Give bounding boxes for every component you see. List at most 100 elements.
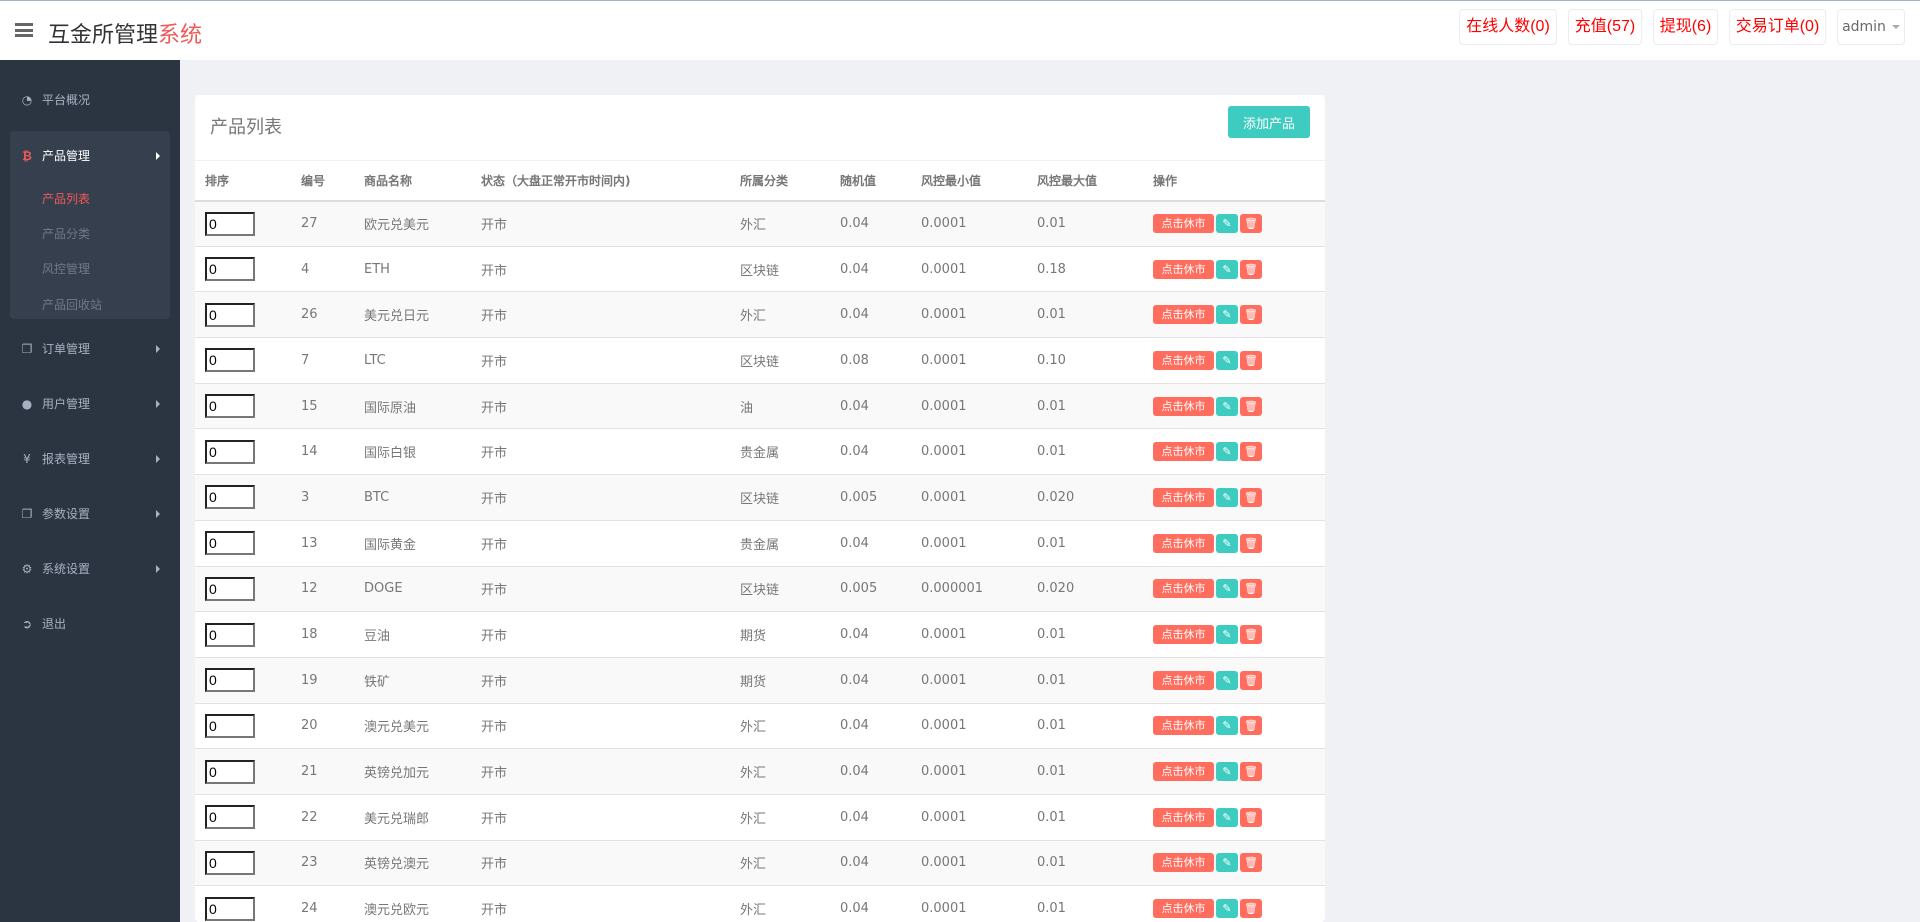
edit-pencil-icon[interactable]: ✎ bbox=[1216, 350, 1238, 370]
sort-input[interactable] bbox=[205, 439, 255, 464]
sidebar-item-reports[interactable]: ¥ 报表管理 bbox=[20, 449, 170, 469]
submenu-recycle-bin[interactable]: 产品回收站 bbox=[42, 298, 103, 312]
sort-input[interactable] bbox=[205, 713, 255, 738]
delete-trash-icon[interactable]: 🗑 bbox=[1240, 625, 1262, 645]
cell-cat: 外汇 bbox=[730, 703, 830, 750]
edit-pencil-icon[interactable]: ✎ bbox=[1216, 396, 1238, 416]
close-market-button[interactable]: 点击休市 bbox=[1153, 625, 1214, 645]
close-market-button[interactable]: 点击休市 bbox=[1153, 807, 1214, 827]
edit-pencil-icon[interactable]: ✎ bbox=[1216, 716, 1238, 736]
delete-trash-icon[interactable]: 🗑 bbox=[1240, 533, 1262, 553]
submenu-product-list[interactable]: 产品列表 bbox=[42, 192, 91, 206]
online-users-button[interactable]: 在线人数(0) bbox=[1459, 9, 1557, 45]
edit-pencil-icon[interactable]: ✎ bbox=[1216, 487, 1238, 507]
sort-input[interactable] bbox=[205, 896, 255, 921]
edit-pencil-icon[interactable]: ✎ bbox=[1216, 625, 1238, 645]
edit-pencil-icon[interactable]: ✎ bbox=[1216, 259, 1238, 279]
sidebar-item-system[interactable]: ⚙ 系统设置 bbox=[20, 559, 170, 579]
delete-trash-icon[interactable]: 🗑 bbox=[1240, 442, 1262, 462]
trade-orders-button[interactable]: 交易订单(0) bbox=[1729, 9, 1826, 45]
edit-pencil-icon[interactable]: ✎ bbox=[1216, 762, 1238, 782]
sort-input[interactable] bbox=[205, 668, 255, 693]
close-market-button[interactable]: 点击休市 bbox=[1153, 214, 1214, 234]
cell-rand: 0.04 bbox=[830, 840, 911, 887]
sidebar-item-overview[interactable]: ◔ 平台概况 bbox=[20, 90, 170, 110]
sort-input[interactable] bbox=[205, 531, 255, 556]
delete-trash-icon[interactable]: 🗑 bbox=[1240, 214, 1262, 234]
cell-rand: 0.04 bbox=[830, 748, 911, 795]
close-market-button[interactable]: 点击休市 bbox=[1153, 762, 1214, 782]
menu-toggle-icon[interactable] bbox=[15, 23, 33, 37]
sort-input[interactable] bbox=[205, 576, 255, 601]
edit-pencil-icon[interactable]: ✎ bbox=[1216, 305, 1238, 325]
edit-pencil-icon[interactable]: ✎ bbox=[1216, 533, 1238, 553]
close-market-button[interactable]: 点击休市 bbox=[1153, 259, 1214, 279]
close-market-button[interactable]: 点击休市 bbox=[1153, 442, 1214, 462]
close-market-button[interactable]: 点击休市 bbox=[1153, 579, 1214, 599]
cell-max: 0.01 bbox=[1027, 840, 1143, 887]
cell-id: 18 bbox=[291, 611, 354, 658]
cell-min: 0.0001 bbox=[911, 840, 1027, 887]
user-dropdown[interactable]: admin bbox=[1837, 9, 1905, 45]
sort-input[interactable] bbox=[205, 759, 255, 784]
cell-min: 0.000001 bbox=[911, 566, 1027, 613]
edit-pencil-icon[interactable]: ✎ bbox=[1216, 899, 1238, 919]
submenu-product-category[interactable]: 产品分类 bbox=[42, 227, 91, 241]
sidebar-item-logout[interactable]: ➲ 退出 bbox=[20, 614, 170, 634]
add-product-button[interactable]: 添加产品 bbox=[1228, 106, 1310, 138]
sidebar-item-params[interactable]: ❐ 参数设置 bbox=[20, 504, 170, 524]
sort-input[interactable] bbox=[205, 394, 255, 419]
sort-input[interactable] bbox=[205, 805, 255, 830]
cell-status: 开市 bbox=[471, 566, 730, 613]
column-header: 编号 bbox=[291, 160, 354, 202]
edit-pencil-icon[interactable]: ✎ bbox=[1216, 442, 1238, 462]
close-market-button[interactable]: 点击休市 bbox=[1153, 533, 1214, 553]
sort-input[interactable] bbox=[205, 257, 255, 282]
delete-trash-icon[interactable]: 🗑 bbox=[1240, 396, 1262, 416]
cell-name: ETH bbox=[354, 246, 471, 293]
close-market-button[interactable]: 点击休市 bbox=[1153, 853, 1214, 873]
delete-trash-icon[interactable]: 🗑 bbox=[1240, 305, 1262, 325]
close-market-button[interactable]: 点击休市 bbox=[1153, 716, 1214, 736]
delete-trash-icon[interactable]: 🗑 bbox=[1240, 487, 1262, 507]
close-market-button[interactable]: 点击休市 bbox=[1153, 670, 1214, 690]
sort-input[interactable] bbox=[205, 622, 255, 647]
edit-pencil-icon[interactable]: ✎ bbox=[1216, 579, 1238, 599]
close-market-button[interactable]: 点击休市 bbox=[1153, 899, 1214, 919]
actions-cell: 点击休市 ✎ 🗑 bbox=[1143, 291, 1325, 339]
cell-status: 开市 bbox=[471, 657, 730, 704]
sidebar-item-products[interactable]: ₿ 产品管理 bbox=[20, 146, 170, 166]
edit-pencil-icon[interactable]: ✎ bbox=[1216, 214, 1238, 234]
sort-input[interactable] bbox=[205, 302, 255, 327]
delete-trash-icon[interactable]: 🗑 bbox=[1240, 579, 1262, 599]
delete-trash-icon[interactable]: 🗑 bbox=[1240, 807, 1262, 827]
edit-pencil-icon[interactable]: ✎ bbox=[1216, 807, 1238, 827]
sort-input[interactable] bbox=[205, 348, 255, 373]
cell-max: 0.01 bbox=[1027, 748, 1143, 795]
close-market-button[interactable]: 点击休市 bbox=[1153, 305, 1214, 325]
close-market-button[interactable]: 点击休市 bbox=[1153, 350, 1214, 370]
close-market-button[interactable]: 点击休市 bbox=[1153, 487, 1214, 507]
delete-trash-icon[interactable]: 🗑 bbox=[1240, 670, 1262, 690]
withdraw-button[interactable]: 提现(6) bbox=[1653, 9, 1718, 45]
submenu-risk-control[interactable]: 风控管理 bbox=[42, 262, 91, 276]
delete-trash-icon[interactable]: 🗑 bbox=[1240, 853, 1262, 873]
close-market-button[interactable]: 点击休市 bbox=[1153, 396, 1214, 416]
delete-trash-icon[interactable]: 🗑 bbox=[1240, 762, 1262, 782]
sort-input[interactable] bbox=[205, 485, 255, 510]
caret-down-icon bbox=[1891, 25, 1900, 29]
delete-trash-icon[interactable]: 🗑 bbox=[1240, 899, 1262, 919]
sidebar-item-orders[interactable]: ❐ 订单管理 bbox=[20, 339, 170, 359]
sort-input[interactable] bbox=[205, 211, 255, 236]
cell-cat: 区块链 bbox=[730, 337, 830, 384]
recharge-button[interactable]: 充值(57) bbox=[1568, 9, 1642, 45]
edit-pencil-icon[interactable]: ✎ bbox=[1216, 670, 1238, 690]
sidebar-item-users[interactable]: ● 用户管理 bbox=[20, 394, 170, 414]
cell-name: 美元兑瑞郎 bbox=[354, 794, 471, 841]
delete-trash-icon[interactable]: 🗑 bbox=[1240, 350, 1262, 370]
edit-pencil-icon[interactable]: ✎ bbox=[1216, 853, 1238, 873]
sort-input[interactable] bbox=[205, 850, 255, 875]
delete-trash-icon[interactable]: 🗑 bbox=[1240, 259, 1262, 279]
cell-id: 3 bbox=[291, 474, 354, 521]
delete-trash-icon[interactable]: 🗑 bbox=[1240, 716, 1262, 736]
